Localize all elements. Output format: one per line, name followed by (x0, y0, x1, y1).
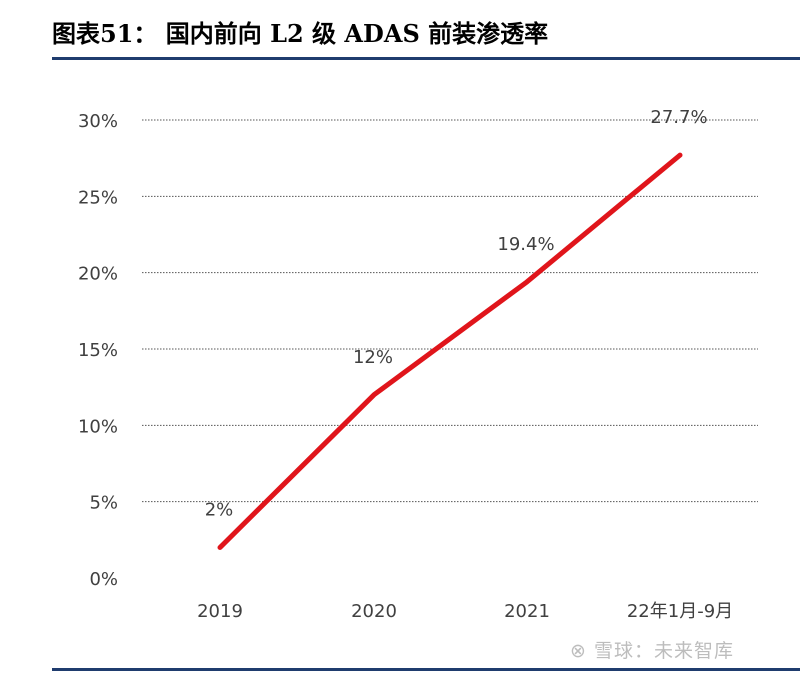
x-tick-label: 2019 (197, 601, 243, 622)
x-tick-label: 2021 (504, 601, 550, 622)
y-axis-ticks: 0% 5% 10% 15% 20% 25% 30% (78, 111, 118, 590)
y-tick-label: 20% (78, 264, 118, 285)
header-rule (52, 57, 800, 60)
y-tick-label: 0% (89, 569, 118, 590)
data-label: 19.4% (497, 234, 554, 255)
data-label: 2% (205, 499, 234, 520)
data-label: 27.7% (650, 107, 707, 128)
figure-title: 图表51： 国内前向 L2 级 ADAS 前装渗透率 (52, 19, 549, 48)
data-labels: 2% 12% 19.4% 27.7% (205, 107, 708, 520)
series-line (217, 152, 683, 550)
y-tick-label: 15% (78, 340, 118, 361)
data-label: 12% (353, 347, 393, 368)
y-tick-label: 25% (78, 187, 118, 208)
x-tick-label: 2020 (351, 601, 397, 622)
x-axis-ticks: 2019 2020 2021 22年1月-9月 (197, 601, 733, 622)
watermark: ⊗ 雪球：未来智库 (570, 640, 734, 662)
series-line-layer (217, 152, 683, 550)
y-tick-label: 10% (78, 416, 118, 437)
y-tick-label: 5% (89, 493, 118, 514)
y-tick-label: 30% (78, 111, 118, 132)
footer-rule (52, 668, 800, 671)
gridlines (142, 119, 758, 503)
x-tick-label: 22年1月-9月 (627, 601, 733, 622)
